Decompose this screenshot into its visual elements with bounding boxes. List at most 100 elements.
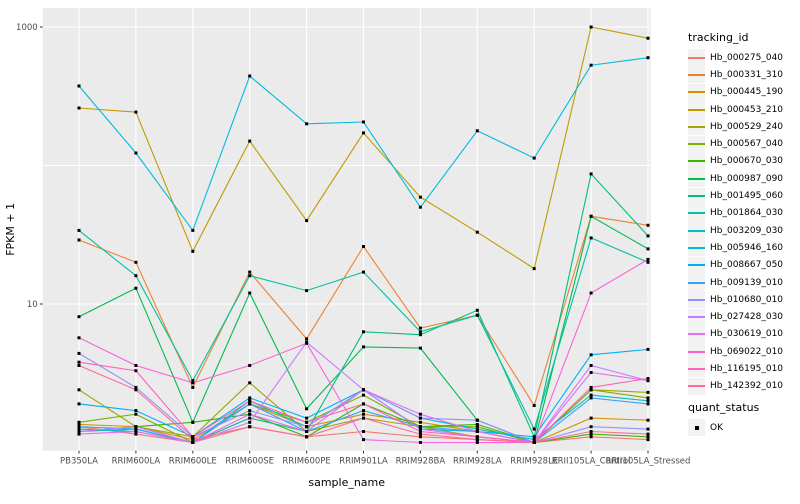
data-point [77,84,81,88]
data-point [248,420,252,424]
data-point [77,432,81,436]
data-point [589,371,593,374]
data-point [134,385,138,389]
swatch-line-icon [688,281,705,284]
data-point [418,441,422,444]
data-point [248,74,252,78]
y-axis-title: FPKM + 1 [4,203,17,256]
data-point [646,435,650,439]
data-point [418,430,422,433]
legend-item: Hb_142392_010 [688,377,800,395]
legend-item-label: Hb_000529_240 [710,121,784,132]
legend-item-label: Hb_000453_210 [710,104,784,115]
data-point [418,195,422,199]
data-point [77,315,81,319]
legend-item: Hb_001864_030 [688,204,800,222]
data-point [77,402,81,406]
data-point [305,341,309,345]
data-point [77,360,81,364]
x-tick-label: RRII105LA_Stressed [606,457,691,467]
data-point [362,402,365,406]
swatch-line-icon [688,160,705,163]
data-point [475,308,479,312]
line-swatch [688,83,705,101]
data-point [532,441,536,444]
legend-item-label: Hb_030619_010 [710,329,784,340]
data-point [418,330,422,334]
data-point [475,435,479,439]
data-point [532,438,536,442]
data-point [475,438,479,442]
line-swatch [688,152,705,170]
data-point [646,377,650,380]
legend2-title: quant_status [688,401,760,414]
data-point [305,407,309,411]
data-point [418,435,422,439]
legend-item-label: Hb_003209_030 [710,225,784,236]
data-point [77,336,81,340]
data-point [475,129,479,133]
legend-item: Hb_000567_040 [688,135,800,153]
data-point [305,425,309,429]
legend-item: Hb_069022_010 [688,343,800,361]
data-point [134,110,138,114]
legend-quant-status: quant_status OK [688,401,800,437]
data-point [646,438,650,442]
data-point [418,412,422,416]
data-point [589,364,593,367]
data-point [589,435,593,439]
data-point [248,416,252,420]
data-point [134,427,138,431]
legend-item: Hb_005946_160 [688,239,800,257]
data-point [248,425,252,429]
data-point [77,238,81,242]
data-point [646,379,650,383]
data-point [475,418,479,422]
data-point [191,228,195,232]
data-point [191,441,195,444]
x-tick-label: RRIM928LA [453,457,502,467]
legend-item-list: Hb_000275_040 Hb_000331_310 Hb_000445_190 H… [688,49,800,395]
data-point [646,36,650,40]
swatch-line-icon [688,143,705,146]
data-point [305,435,309,439]
data-point [589,388,593,392]
legend-item-label: Hb_000445_190 [710,87,784,98]
swatch-line-icon [688,246,705,249]
swatch-line-icon [688,367,705,370]
data-point [589,396,593,400]
line-swatch [688,291,705,309]
swatch-line-icon [688,350,705,353]
data-point [418,427,422,431]
data-point [418,333,422,337]
data-point [418,425,422,429]
panel-background [42,8,651,451]
data-point [589,430,593,433]
x-tick-label: RRIM600SE [225,457,274,467]
legend-item: Hb_000987_090 [688,170,800,188]
line-swatch [688,170,705,188]
data-point [646,396,650,400]
data-point [589,425,593,429]
data-point [305,122,309,126]
data-point [418,432,422,436]
data-point [77,228,81,232]
data-point [646,56,650,60]
legend-item: Hb_000275_040 [688,49,800,67]
data-point [589,416,593,420]
legend-item-label: Hb_000987_090 [710,173,784,184]
data-point [134,286,138,290]
legend-item-label: Hb_010680_010 [710,294,784,305]
data-point [646,418,650,422]
swatch-line-icon [688,125,705,128]
data-point [589,432,593,436]
data-point [248,291,252,295]
line-swatch [688,377,705,395]
legend-item: Hb_010680_010 [688,291,800,309]
legend-item-label: Hb_000275_040 [710,52,784,63]
data-point [362,412,365,416]
legend-item-label: Hb_005946_160 [710,242,784,253]
x-tick-label: RRIM600LE [169,457,217,467]
swatch-line-icon [688,195,705,198]
